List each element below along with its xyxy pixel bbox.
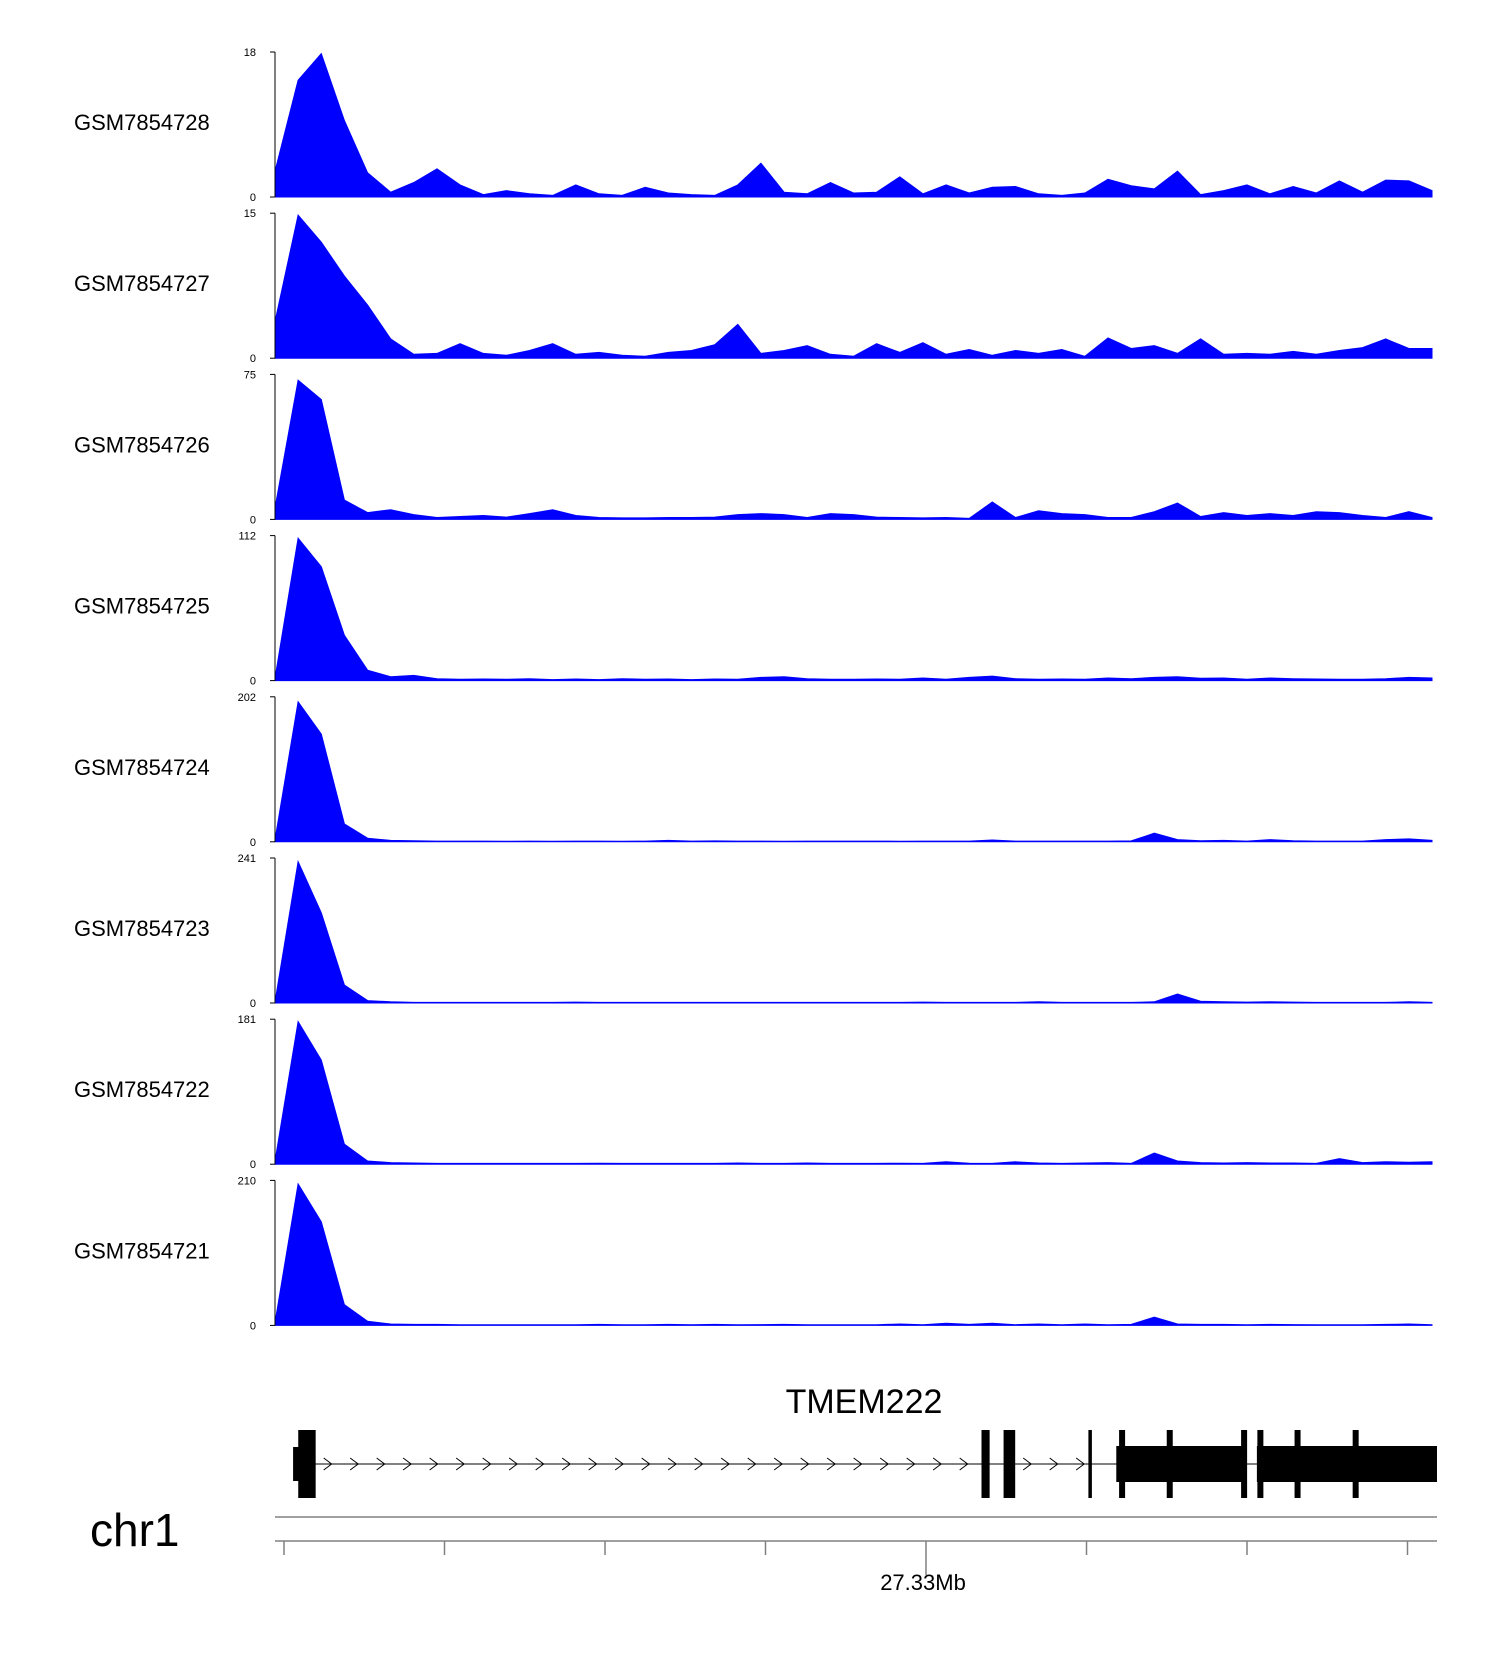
coverage-area [274,379,1433,520]
strand-arrow [667,1457,678,1471]
track-GSM7854721: 210 0 GSM7854721 [74,1175,1433,1332]
y-max-label: 181 [238,1014,256,1026]
y-zero-label: 0 [250,1320,256,1332]
strand-arrow [429,1457,439,1471]
strand-arrow [402,1457,413,1471]
y-zero-label: 0 [250,998,256,1010]
gene-exon-boundary [1166,1430,1173,1498]
track-GSM7854722: 181 0 GSM7854722 [74,1014,1433,1171]
gene-exon-boundary [1294,1430,1301,1498]
strand-arrow [853,1457,863,1471]
gene-label: TMEM222 [786,1383,943,1421]
y-zero-label: 0 [250,353,256,365]
track-GSM7854724: 202 0 GSM7854724 [74,692,1433,849]
coverage-area [274,700,1433,843]
coverage-area [274,52,1433,198]
strand-arrow [561,1457,572,1471]
strand-arrow [349,1457,360,1471]
coverage-area [274,1020,1433,1165]
track-label: GSM7854727 [74,271,210,296]
gene-track: TMEM222 [293,1383,1437,1498]
track-label: GSM7854723 [74,916,210,941]
gene-exon-boundary [1119,1430,1126,1498]
y-zero-label: 0 [250,676,256,688]
coverage-tracks: 18 0 GSM7854728 15 0 GSM7854727 75 0 GSM7854726 1… [74,47,1433,1332]
strand-arrow [694,1457,704,1471]
strand-arrow [1049,1457,1059,1471]
strand-arrow [720,1457,731,1471]
y-zero-label: 0 [250,192,256,204]
chromosome-label: chr1 [90,1504,179,1556]
strand-arrow [482,1457,492,1471]
gene-exon [1116,1446,1246,1482]
track-GSM7854726: 75 0 GSM7854726 [74,369,1433,526]
strand-arrow [932,1457,943,1471]
gene-exon-boundary [1241,1430,1248,1498]
gene-exon [1088,1430,1092,1498]
strand-arrow [959,1457,969,1471]
strand-arrow [455,1457,466,1471]
gene-exon [1003,1430,1016,1498]
strand-arrow [826,1457,837,1471]
gene-utr [293,1447,304,1481]
gene-exon [1256,1446,1437,1482]
strand-arrow [773,1457,784,1471]
y-max-label: 75 [244,369,256,381]
track-label: GSM7854721 [74,1238,210,1263]
axis-ticks [283,1541,1409,1575]
y-max-label: 210 [238,1175,256,1187]
y-zero-label: 0 [250,514,256,526]
gene-exon-boundary [1352,1430,1359,1498]
track-GSM7854725: 112 0 GSM7854725 [74,531,1433,688]
strand-arrow [906,1457,916,1471]
track-label: GSM7854726 [74,432,210,457]
coverage-area [274,859,1433,1004]
gene-exon-boundary [1257,1430,1264,1498]
track-GSM7854727: 15 0 GSM7854727 [74,208,1433,365]
strand-arrow [535,1457,545,1471]
y-max-label: 18 [244,47,256,59]
coverage-area [274,1182,1433,1326]
strand-arrow [1075,1457,1086,1471]
strand-arrow [588,1457,598,1471]
track-label: GSM7854722 [74,1077,210,1102]
strand-arrow [879,1457,890,1471]
track-GSM7854728: 18 0 GSM7854728 [74,47,1433,204]
y-max-label: 202 [238,692,256,704]
strand-arrow [747,1457,757,1471]
strand-arrow [641,1457,651,1471]
track-label: GSM7854725 [74,594,210,619]
strand-arrow [323,1457,333,1471]
y-max-label: 15 [244,208,256,220]
track-GSM7854723: 241 0 GSM7854723 [74,853,1433,1010]
y-max-label: 241 [238,853,256,865]
strand-arrow [614,1457,625,1471]
y-max-label: 112 [238,531,256,543]
gene-exon [981,1430,990,1498]
genome-axis: chr1 27.33Mb [90,1504,1437,1595]
gene-exon [298,1430,316,1498]
strand-arrow [376,1457,386,1471]
coverage-area [274,214,1433,359]
gene-model [293,1430,1437,1498]
strand-arrow [508,1457,519,1471]
axis-tick-label: 27.33Mb [880,1570,966,1595]
coverage-area [274,537,1433,682]
strand-arrow [1022,1457,1033,1471]
track-label: GSM7854728 [74,110,210,135]
track-label: GSM7854724 [74,755,210,780]
strand-arrow [800,1457,810,1471]
y-zero-label: 0 [250,1159,256,1171]
y-zero-label: 0 [250,837,256,849]
